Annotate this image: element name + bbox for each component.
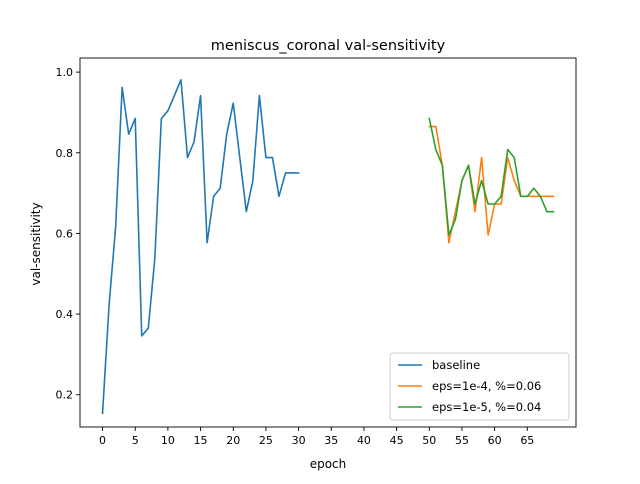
x-tick-label: 10 bbox=[161, 434, 175, 447]
legend-label-2: eps=1e-5, %=0.04 bbox=[432, 400, 541, 414]
plot-area: 0 5 10 15 20 25 30 35 40 45 50 55 60 65 0.2 0.4 0.6 0.8 1.… bbox=[56, 57, 577, 447]
x-tick-label: 55 bbox=[455, 434, 469, 447]
series-line-2 bbox=[428, 117, 555, 236]
x-tick-label: 15 bbox=[194, 434, 208, 447]
chart-title: meniscus_coronal val-sensitivity bbox=[211, 38, 446, 54]
x-tick-label: 65 bbox=[520, 434, 534, 447]
y-tick-label: 0.8 bbox=[56, 147, 74, 160]
legend-label-1: eps=1e-4, %=0.06 bbox=[432, 379, 541, 393]
x-tick-label: 25 bbox=[259, 434, 273, 447]
series-line-1 bbox=[428, 125, 555, 244]
x-tick-label: 45 bbox=[390, 434, 404, 447]
y-tick-label: 0.4 bbox=[56, 308, 74, 321]
x-tick-label: 35 bbox=[324, 434, 338, 447]
legend-label-0: baseline bbox=[432, 358, 480, 372]
y-tick-label: 1.0 bbox=[56, 66, 74, 79]
x-tick-label: 60 bbox=[488, 434, 502, 447]
x-tick-label: 50 bbox=[422, 434, 436, 447]
y-tick-label: 0.2 bbox=[56, 389, 74, 402]
x-tick-label: 5 bbox=[132, 434, 139, 447]
legend-box bbox=[389, 352, 570, 421]
y-tick-label: 0.6 bbox=[56, 227, 74, 240]
axes-frame bbox=[79, 57, 577, 428]
x-tick-label: 20 bbox=[226, 434, 240, 447]
x-tick-label: 0 bbox=[99, 434, 106, 447]
x-tick-label: 40 bbox=[357, 434, 371, 447]
y-axis-label: val-sensitivity bbox=[29, 202, 43, 285]
series-line-0 bbox=[101, 78, 300, 415]
x-axis-label: epoch bbox=[310, 457, 347, 471]
legend: baseline eps=1e-4, %=0.06 eps=1e-5, %=0.04 bbox=[389, 352, 570, 421]
x-tick-label: 30 bbox=[292, 434, 306, 447]
